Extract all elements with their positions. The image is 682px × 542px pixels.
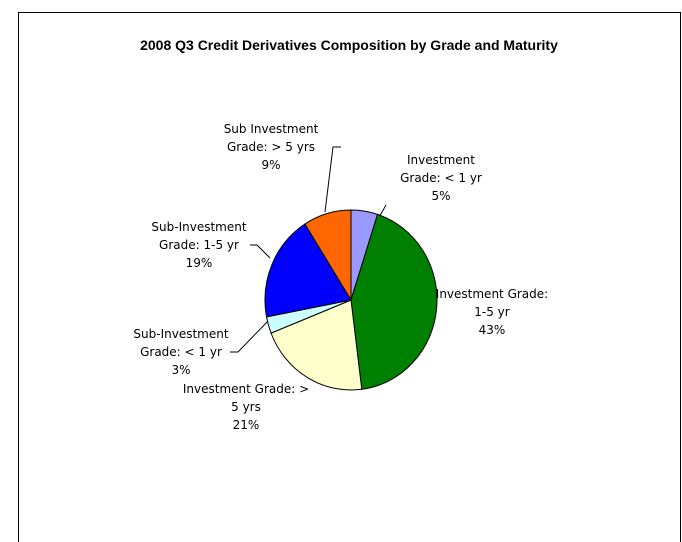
category-label: Sub-Investment Grade: < 1 yr bbox=[133, 327, 229, 359]
pie-slice bbox=[304, 209, 352, 302]
leader-line bbox=[250, 244, 271, 259]
leader-lines bbox=[230, 146, 387, 353]
category-label: Investment Grade: 1-5 yr bbox=[435, 287, 549, 319]
category-label: Investment Grade: < 1 yr bbox=[400, 153, 482, 185]
category-label: Sub Investment Grade: > 5 yrs bbox=[223, 122, 319, 154]
pie-slice bbox=[350, 213, 438, 390]
value-label: 21% bbox=[232, 418, 260, 432]
value-label: 19% bbox=[185, 256, 213, 270]
value-label: 5% bbox=[431, 189, 451, 203]
slice-label: Sub-Investment Grade: 1-5 yr 19% bbox=[149, 218, 249, 272]
value-label: 43% bbox=[478, 323, 506, 337]
pie-slice bbox=[264, 223, 352, 318]
slice-label: Sub-Investment Grade: < 1 yr 3% bbox=[131, 325, 231, 379]
category-label: Sub-Investment Grade: 1-5 yr bbox=[151, 220, 247, 252]
leader-line bbox=[324, 146, 341, 213]
category-label: Investment Grade: > 5 yrs bbox=[182, 382, 310, 414]
slice-label: Investment Grade: < 1 yr 5% bbox=[386, 151, 496, 205]
slice-label: Sub Investment Grade: > 5 yrs 9% bbox=[219, 120, 324, 174]
slice-label: Investment Grade: 1-5 yr 43% bbox=[430, 285, 555, 339]
leader-line bbox=[230, 320, 269, 353]
chart-title: 2008 Q3 Credit Derivatives Composition b… bbox=[140, 37, 558, 53]
slice-label: Investment Grade: > 5 yrs 21% bbox=[181, 380, 311, 434]
value-label: 3% bbox=[171, 363, 191, 377]
pie-slice bbox=[270, 299, 363, 391]
value-label: 9% bbox=[261, 158, 281, 172]
